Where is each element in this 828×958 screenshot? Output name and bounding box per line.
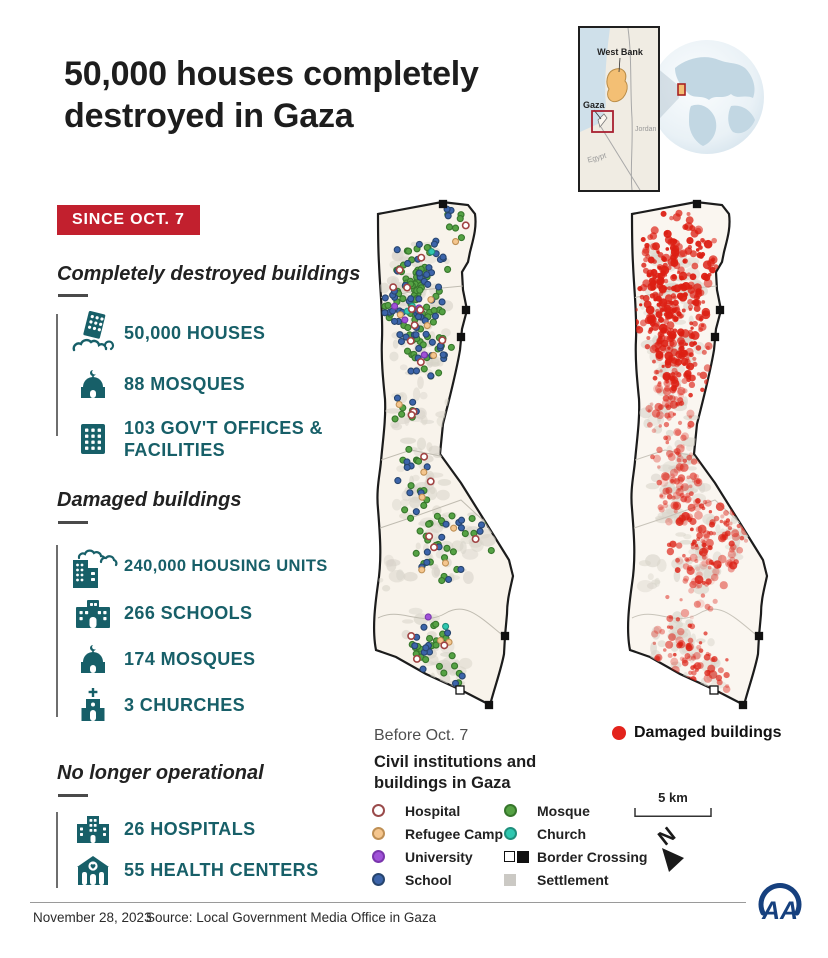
footer-divider [30,902,746,903]
section-connector-line [56,314,58,436]
government-building-icon [62,422,124,456]
gaza-highlight-box [591,110,614,133]
north-letter: N [654,823,680,850]
stat-row-schools: 266 SCHOOLS [62,590,252,636]
stat-label: 103 GOV'T OFFICES & FACILITIES [124,417,323,461]
section-underline [58,794,88,797]
stat-row-hospitals: 26 HOSPITALS [62,807,256,851]
left-map-caption: Before Oct. 7 [374,727,469,744]
west-bank-area [606,68,628,103]
institutions-legend: Hospital Refugee Camp University School … [372,799,704,891]
section-underline [58,294,88,297]
stat-label: 50,000 HOUSES [124,322,266,343]
globe-gaza-marker [677,83,686,96]
mosque-icon [62,642,124,676]
damaged-buildings-legend: Damaged buildings [612,724,782,742]
damage-dots [632,209,763,697]
section-heading-nonoperational: No longer operational [57,762,264,784]
school-swatch [372,873,400,886]
institution-dots [381,205,504,696]
left-map-legend-title: Civil institutions and buildings in Gaza [374,753,537,793]
health-center-icon [62,854,124,886]
stat-label: 240,000 HOUSING UNITS [124,556,328,575]
section-underline [58,521,88,524]
stat-row-housing-units: 240,000 HOUSING UNITS [62,538,328,594]
stat-label: 55 HEALTH CENTERS [124,859,319,880]
gaza-map-before-oct7 [372,199,515,710]
stat-row-houses: 50,000 HOUSES [62,306,265,360]
globe-landmasses [675,57,755,146]
legend-item-hospital: Hospital [372,803,504,819]
stat-label: 88 MOSQUES [124,373,246,394]
section-heading-damaged: Damaged buildings [57,489,242,511]
north-arrowhead [662,848,684,872]
refugee-camp-swatch [372,827,400,840]
church-icon [62,687,124,723]
hospital-swatch [372,804,400,817]
border-crossing-markers [692,199,764,710]
stat-row-churches: 3 CHURCHES [62,682,245,728]
section-connector-line [56,812,58,888]
stat-label: 174 MOSQUES [124,648,256,669]
school-icon [62,597,124,629]
page-title: 50,000 houses completely destroyed in Ga… [64,54,479,135]
section-connector-line [56,545,58,717]
mediterranean-sea [580,28,610,132]
egypt-border-line [600,126,641,191]
legend-item-mosque: Mosque [504,803,704,819]
globe-graphic [645,34,769,169]
stat-label: 266 SCHOOLS [124,602,253,623]
stat-row-mosques-destroyed: 88 MOSQUES [62,360,245,408]
stat-row-govt-offices: 103 GOV'T OFFICES & FACILITIES [62,408,374,470]
legend-item-university: University [372,849,504,865]
gaza-strip-sliver [597,113,608,128]
jordan-label: Jordan [635,126,657,133]
collapsed-building-icon [62,310,124,356]
scale-label: 5 km [658,790,688,805]
damaged-dot-swatch [612,726,626,740]
stat-row-mosques-damaged: 174 MOSQUES [62,636,255,682]
legend-item-border-crossing: Border Crossing [504,849,704,865]
university-swatch [372,850,400,863]
stat-label: 26 HOSPITALS [124,818,256,839]
church-swatch [504,827,532,840]
border-crossing-swatch [504,850,532,863]
north-arrow: N [654,823,684,872]
stat-row-health-centers: 55 HEALTH CENTERS [62,848,319,892]
border-crossing-markers [438,199,510,710]
gaza-label: Gaza [583,100,606,110]
legend-item-refugee-camp: Refugee Camp [372,826,504,842]
mosque-swatch [504,804,532,817]
location-inset-map: West Bank Gaza Jordan Egypt [578,26,660,192]
west-bank-leader-line [618,57,621,73]
footer-source: Source: Local Government Media Office in… [146,910,437,925]
legend-item-church: Church [504,826,704,842]
section-heading-destroyed: Completely destroyed buildings [57,263,361,285]
since-oct7-badge: SINCE OCT. 7 [57,205,200,235]
anadolu-agency-logo: AA [758,883,802,925]
footer-date: November 28, 2023 [33,910,152,925]
gaza-map-damaged [626,199,769,710]
logo-text: AA [761,897,798,925]
scale-bar: 5 km [634,790,712,824]
legend-item-settlement: Settlement [504,872,704,888]
stat-label: 3 CHURCHES [124,694,246,715]
legend-item-school: School [372,872,504,888]
damaged-housing-icon [62,542,124,590]
settlement-swatch [504,873,532,886]
mosque-icon [62,367,124,401]
hospital-icon [62,814,124,844]
west-bank-label: West Bank [597,47,644,57]
jordan-border-line [627,27,633,191]
scale-bar-graphic [634,808,712,817]
